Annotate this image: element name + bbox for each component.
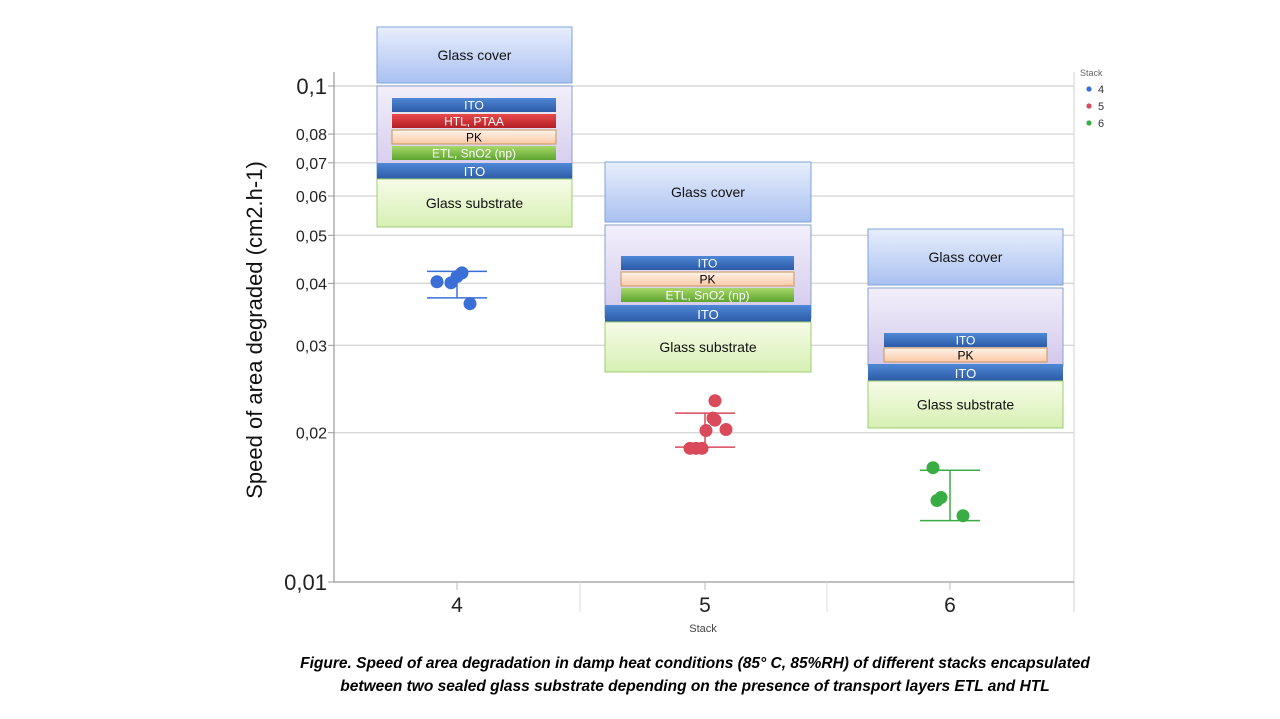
layer-label: PK	[466, 131, 482, 145]
layer-label: ITO	[955, 366, 976, 381]
x-tick-labels: 4 5 6	[451, 594, 956, 617]
glass-cover	[867, 228, 1064, 286]
y-tick-label: 0,07	[296, 156, 327, 173]
legend-marker-5	[1086, 103, 1092, 109]
legend-title: Stack	[1080, 68, 1103, 78]
layer-bottom-ito	[377, 163, 572, 179]
legend-marker-6	[1086, 120, 1092, 126]
y-tick-labels: 0,1 0,08 0,07 0,06 0,05 0,04 0,03 0,02 0,01	[284, 74, 327, 595]
caption-line-1: Figure. Speed of area degradation in dam…	[300, 655, 1090, 672]
glass-substrate	[867, 380, 1064, 429]
data-point-stack-4	[430, 275, 444, 289]
layer-ito	[884, 333, 1047, 347]
y-tick-label: 0,05	[296, 228, 327, 245]
data-point-stack-4	[463, 297, 477, 311]
layer-pk	[391, 129, 557, 145]
data-point-stack-5	[719, 422, 733, 436]
data-point-stack-5	[708, 394, 722, 408]
layer-etl-sno2-np-	[392, 146, 556, 160]
glass-substrate-label: Glass substrate	[917, 397, 1014, 413]
layer-label: PK	[957, 349, 973, 363]
x-tick-label: 5	[699, 594, 711, 617]
data-point-stack-4	[455, 266, 469, 280]
data-point-stack-6	[934, 491, 948, 505]
error-bar-6	[920, 469, 980, 522]
y-tick-label: 0,08	[296, 127, 327, 144]
layer-label: HTL, PTAA	[444, 115, 504, 129]
data-point-stack-5	[708, 413, 722, 427]
glass-cover-label: Glass cover	[438, 47, 512, 63]
glass-cover-label: Glass cover	[929, 249, 1003, 265]
legend-label-5: 5	[1098, 101, 1104, 113]
glass-cover-label: Glass cover	[671, 184, 745, 200]
data-point-stack-6	[926, 461, 940, 475]
layer-label: ETL, SnO2 (np)	[665, 289, 749, 303]
layer-label: ITO	[464, 99, 484, 113]
glass-substrate-label: Glass substrate	[426, 195, 523, 211]
axes	[328, 72, 1075, 612]
layer-label: ITO	[956, 334, 976, 348]
figure-caption: Figure. Speed of area degradation in dam…	[160, 652, 1230, 698]
y-tick-label: 0,02	[296, 426, 327, 443]
layer-pk	[620, 271, 795, 287]
legend: Stack 4 5 6	[1080, 68, 1104, 130]
data-point-stack-5	[695, 441, 709, 455]
glass-substrate-label: Glass substrate	[659, 339, 756, 355]
y-axis-label: Speed of area degraded (cm2.h-1)	[242, 161, 267, 499]
layer-label: ITO	[698, 257, 718, 271]
y-tick-label: 0,03	[296, 338, 327, 355]
layer-etl-sno2-np-	[621, 288, 794, 302]
layer-label: ITO	[464, 164, 485, 179]
data-points	[430, 266, 970, 523]
caption-line-2: between two sealed glass substrate depen…	[340, 678, 1050, 695]
layer-label: ETL, SnO2 (np)	[432, 147, 516, 161]
stack-diagrams: Glass cover ITO HTL, PTAA PK ETL, SnO2 (np) I…	[376, 26, 1064, 429]
layer-bottom-ito	[868, 364, 1063, 381]
data-point-stack-6	[956, 509, 970, 523]
glass-cover	[604, 161, 812, 223]
glass-cover	[376, 26, 573, 84]
layer-label: ITO	[697, 307, 718, 322]
layer-htl-ptaa	[392, 114, 556, 128]
glass-substrate	[604, 321, 812, 373]
y-tick-label: 0,1	[296, 74, 327, 99]
stack-diagram-5: Glass cover ITO PK ETL, SnO2 (np) ITO Glass s…	[604, 161, 812, 373]
x-tick-label: 6	[944, 594, 956, 617]
layer-label: PK	[699, 273, 715, 287]
layer-bottom-ito	[605, 305, 811, 322]
stack-diagram-4: Glass cover ITO HTL, PTAA PK ETL, SnO2 (np) I…	[376, 26, 573, 228]
layer-ito	[621, 256, 794, 270]
y-tick-label: 0,01	[284, 570, 327, 595]
x-tick-label: 4	[451, 594, 463, 617]
legend-marker-4	[1086, 86, 1092, 92]
y-tick-label: 0,06	[296, 189, 327, 206]
layer-pk	[883, 347, 1048, 363]
layer-ito	[392, 98, 556, 112]
glass-substrate	[376, 178, 573, 228]
legend-label-4: 4	[1098, 84, 1104, 96]
data-point-stack-5	[699, 424, 713, 438]
y-tick-label: 0,04	[296, 276, 327, 293]
x-axis-label: Stack	[689, 623, 717, 635]
legend-label-6: 6	[1098, 118, 1104, 130]
